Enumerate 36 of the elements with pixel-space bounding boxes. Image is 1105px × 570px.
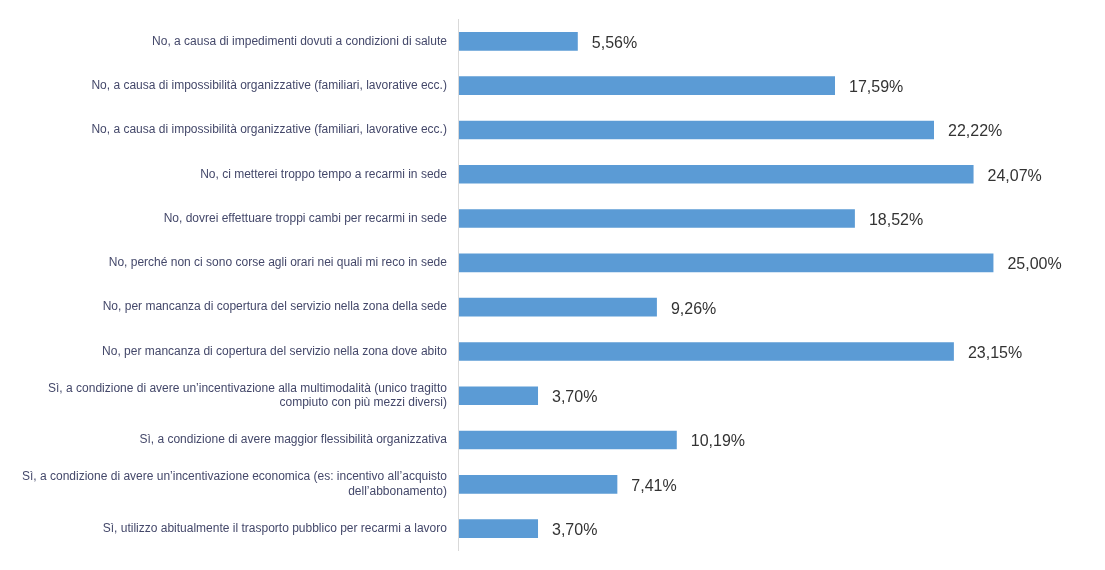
data-label: 17,59% [849,78,904,96]
y-tick-label: No, per mancanza di copertura del servizio nella zona della sede [102,299,448,314]
bar [458,342,954,361]
y-tick-label: No, a causa di impossibilità organizzative (familiari, lavorative ecc.) [91,122,447,137]
data-label: 5,56% [591,33,638,51]
y-tick-label: No, per mancanza di copertura del servizio nella zona dove abito [102,343,448,358]
y-tick-label: Sì, a condizione di avere un’incentivazione alla multimodalità (unico tragitto compiuto con più mezzi diversi) [48,380,448,410]
data-label: 3,70% [552,388,598,406]
data-label: 18,52% [868,210,924,228]
bar [458,253,994,273]
bar [458,386,539,406]
y-tick-label: No, dovrei effettuare troppi cambi per recarmi in sede [163,210,448,225]
data-label: 22,22% [948,122,1003,140]
y-tick-label: No, a causa di impedimenti dovuti a condizioni di salute [152,33,448,48]
y-tick-label: No, ci metterei troppo tempo a recarmi in sede [200,166,448,181]
bar [458,209,855,228]
bar [458,76,836,95]
bar [458,297,657,317]
bar [458,430,677,450]
data-label: 10,19% [690,432,746,450]
data-label: 3,70% [552,521,598,539]
bar [458,475,618,494]
bar [458,120,934,140]
data-label: 9,26% [670,299,717,317]
y-tick-label: No, a causa di impossibilità organizzative (familiari, lavorative ecc.) [91,77,447,92]
data-label: 24,07% [987,166,1042,184]
data-label: 23,15% [967,343,1023,361]
data-label: 7,41% [631,476,677,494]
y-tick-label: Sì, a condizione di avere maggior flessibilità organizzativa [139,432,448,447]
y-tick-label: Sì, a condizione di avere un’incentivazione economica (es: incentivo all’acquisto dell’abbonamento) [21,469,448,498]
y-tick-label: Sì, utilizzo abitualmente il trasporto pubblico per recarmi a lavoro [102,520,448,535]
data-label: 25,00% [1007,255,1062,273]
y-tick-label: No, perché non ci sono corse agli orari nei quali mi reco in sede [108,255,448,270]
bar [458,164,974,184]
bar [458,519,539,538]
bar [458,32,578,51]
